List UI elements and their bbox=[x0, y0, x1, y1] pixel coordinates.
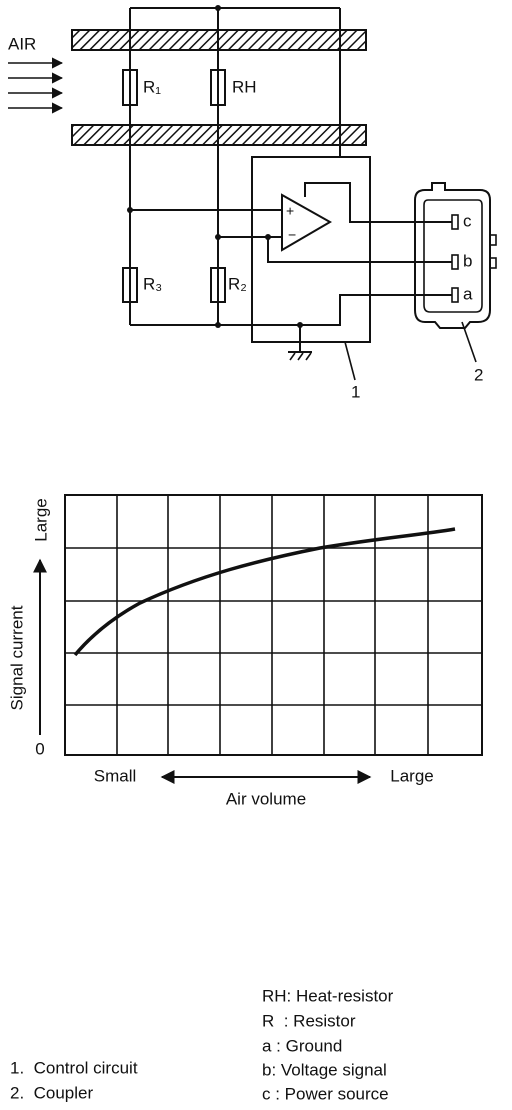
resistor-label: R₂ bbox=[228, 274, 247, 293]
callout: 2 bbox=[474, 365, 483, 384]
x-low: Small bbox=[94, 766, 137, 785]
coupler bbox=[414, 182, 497, 329]
legend-item: R : Resistor bbox=[262, 1011, 356, 1030]
resistor bbox=[122, 267, 138, 303]
pin-label: b bbox=[463, 251, 472, 270]
x-axis-label: Air volume bbox=[226, 789, 306, 808]
legend-item: 1. Control circuit bbox=[10, 1058, 138, 1077]
resistor bbox=[210, 267, 226, 303]
resistor-label: RH bbox=[232, 77, 257, 96]
legend: RH: Heat-resistor R : Resistor a : Groun… bbox=[10, 986, 394, 1103]
control-circuit-box bbox=[251, 156, 371, 343]
air-label: AIR bbox=[8, 34, 36, 53]
resistor-label: R₁ bbox=[143, 77, 161, 96]
legend-item: b: Voltage signal bbox=[262, 1060, 387, 1079]
resistor-label: R₃ bbox=[143, 274, 162, 293]
plot-frame bbox=[64, 494, 483, 756]
circuit: AIR + − R₁ RH R₃ bbox=[8, 5, 497, 401]
plus-sign: + bbox=[286, 203, 294, 219]
legend-item: c : Power source bbox=[262, 1084, 389, 1103]
pin-label: a bbox=[463, 284, 473, 303]
y-zero: 0 bbox=[35, 739, 44, 758]
legend-item: RH: Heat-resistor bbox=[262, 986, 394, 1005]
y-axis-label: Signal current bbox=[7, 605, 26, 710]
op-amp bbox=[281, 193, 333, 252]
graph: Large Signal current 0 Small Large Air v… bbox=[7, 494, 483, 808]
air-arrows bbox=[8, 57, 64, 114]
resistor bbox=[210, 69, 226, 106]
y-high: Large bbox=[31, 498, 50, 541]
x-high: Large bbox=[390, 766, 433, 785]
resistor bbox=[122, 69, 138, 106]
minus-sign: − bbox=[288, 227, 296, 243]
callout: 1 bbox=[351, 382, 360, 401]
legend-item: a : Ground bbox=[262, 1036, 342, 1055]
signal-curve bbox=[73, 527, 456, 657]
legend-item: 2. Coupler bbox=[10, 1083, 93, 1102]
wires bbox=[129, 7, 452, 361]
junctions bbox=[127, 5, 303, 328]
pin-label: c bbox=[463, 211, 472, 230]
